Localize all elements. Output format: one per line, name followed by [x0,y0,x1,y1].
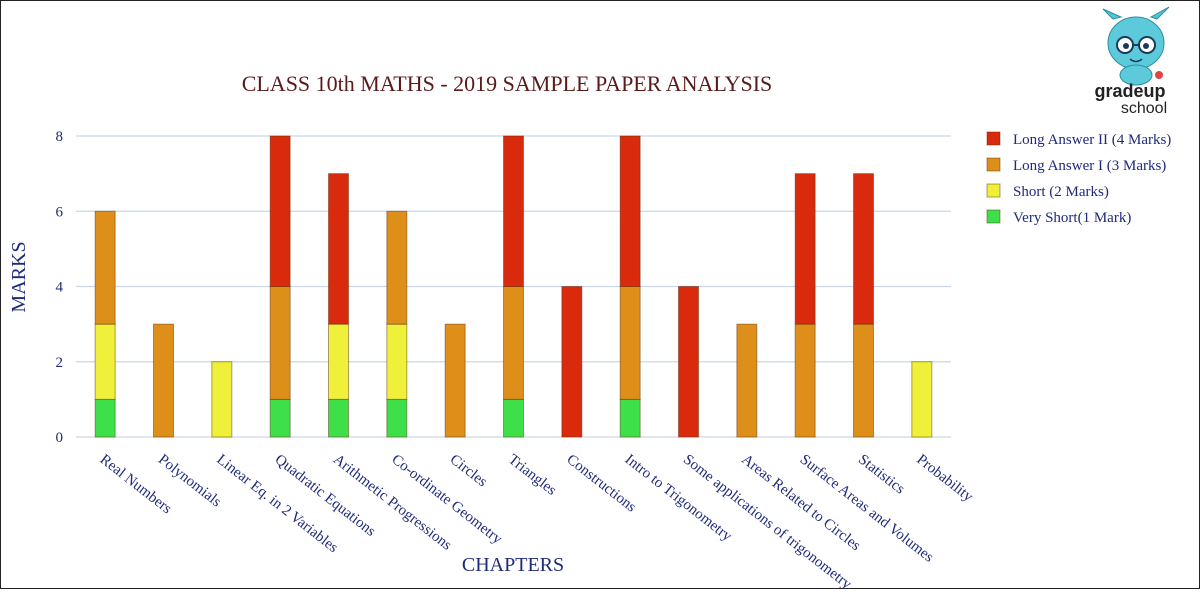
x-category-label: Triangles [505,452,559,499]
mascot-icon [1102,6,1170,86]
bar-segment [328,323,349,400]
chart-title: CLASS 10th MATHS - 2019 SAMPLE PAPER ANA… [242,71,773,96]
bar-segment [94,210,116,325]
bar-segment [911,361,933,438]
legend-swatch [986,183,1001,198]
gradeup-logo: gradeup school [1094,6,1170,117]
bar-segment [678,286,699,438]
legend-swatch [986,209,1001,224]
legend-item-label: Very Short(1 Mark) [1013,210,1131,226]
y-tick-label: 8 [56,129,64,145]
bar-segment [269,286,291,400]
bar-segment [619,286,641,400]
bar-segment [853,173,874,325]
bar-segment [561,286,583,438]
logo-text-sub: school [1121,100,1167,117]
bars [94,135,933,438]
legend-item-label: Long Answer II (4 Marks) [1013,132,1171,148]
bar-segment [386,398,408,438]
bar-segment [386,323,408,400]
x-category-label: Co-ordinate Geometry [388,452,505,548]
bar-segment [386,210,408,325]
x-category-label: Quadratic Equations [272,452,379,540]
bar-segment [619,135,641,287]
bar-segment [503,135,524,287]
bar-segment [328,173,349,325]
legend: Long Answer II (4 Marks) Long Answer I (3… [986,131,1171,226]
y-tick-label: 0 [56,430,64,446]
legend-swatch [986,157,1001,172]
bar-segment [794,323,816,438]
legend-item-label: Long Answer I (3 Marks) [1013,158,1166,174]
bar-segment [328,398,349,438]
bar-segment [503,398,524,438]
x-axis-title: CHAPTERS [462,554,564,576]
bar-segment [619,398,641,438]
bar-segment [794,173,816,325]
x-category-label: Statistics [855,452,908,498]
bar-segment [94,323,116,400]
y-tick-label: 4 [56,280,64,296]
bar-segment [444,323,466,438]
y-axis-title: MARKS [8,241,30,312]
bar-segment [153,323,174,438]
x-category-label: Probability [913,452,976,506]
bar-segment [269,135,291,287]
bar-segment [211,361,233,438]
x-category-label: Intro to Trigonometry [622,452,735,545]
legend-swatch [986,131,1001,146]
bar-segment [503,286,524,400]
x-category-label: Circles [447,452,490,491]
y-tick-label: 2 [56,355,64,371]
bar-segment [736,323,758,438]
y-tick-label: 6 [56,204,64,220]
logo-text-main: gradeup [1094,81,1165,101]
legend-item-label: Short (2 Marks) [1013,184,1109,200]
bar-segment [269,398,291,438]
bar-segment [94,398,116,438]
y-tick-labels: 0 2 4 6 8 [56,129,64,446]
bar-segment [853,323,874,438]
